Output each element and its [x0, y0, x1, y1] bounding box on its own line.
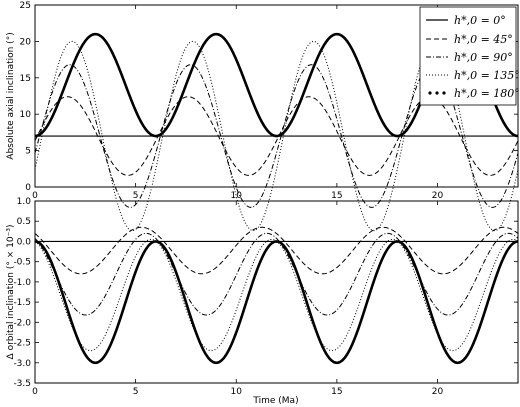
top-series-line-2 — [34, 64, 519, 208]
bottom-x-tick-label: 10 — [231, 387, 243, 397]
top-ticks: 0 5 10 15 20 0 5 10 15 20 25 — [20, 1, 518, 201]
legend: h*,0 = 0° h*,0 = 45° h*,0 = 90° h*,0 = 1… — [419, 6, 520, 106]
bottom-x-tick-label: 20 — [432, 387, 444, 397]
bottom-y-tick-label: -0.5 — [13, 258, 31, 268]
legend-swatch-4a — [428, 91, 432, 95]
bottom-y-tick-label: 1.0 — [17, 197, 32, 207]
legend-swatch-4c — [442, 91, 446, 95]
bottom-plot-frame — [34, 200, 519, 384]
top-plot-frame — [34, 4, 519, 188]
top-x-tick-label: 0 — [32, 191, 38, 201]
top-y-tick-label: 0 — [25, 183, 31, 193]
top-x-tick-label: 15 — [331, 191, 342, 201]
bottom-y-tick-label: -3.5 — [13, 379, 31, 389]
legend-entry-2: h*,0 = 90° — [454, 51, 513, 64]
bottom-panel: 0 5 10 15 20 1.0 0.5 0.0 -0.5 -1.0 -1.5 -2.0 -2.5 -3.… — [6, 197, 519, 406]
legend-entry-1: h*,0 = 45° — [454, 33, 513, 46]
bottom-y-tick-label: -3.0 — [13, 359, 31, 369]
bottom-x-tick-label: 5 — [133, 387, 139, 397]
bottom-series-line-1 — [34, 226, 519, 275]
legend-swatch-4b — [435, 91, 439, 95]
bottom-x-tick-label: 15 — [331, 387, 342, 397]
bottom-y-tick-label: -1.0 — [13, 278, 31, 288]
bottom-y-tick-label: -2.5 — [13, 339, 31, 349]
top-panel: 0 5 10 15 20 0 5 10 15 20 25 Absolute axial inclin… — [6, 1, 520, 232]
bottom-x-tick-label: 0 — [32, 387, 38, 397]
top-x-tick-label: 5 — [133, 191, 139, 201]
bottom-series-line-3 — [34, 238, 519, 352]
top-y-tick-label: 10 — [20, 110, 32, 120]
top-y-tick-label: 20 — [20, 37, 32, 47]
bottom-y-tick-label: 0.0 — [17, 237, 32, 247]
top-y-tick-label: 15 — [20, 74, 31, 84]
legend-entry-0: h*,0 = 0° — [454, 14, 506, 27]
bottom-ticks: 0 5 10 15 20 1.0 0.5 0.0 -0.5 -1.0 -1.5 -2.0 -2.5 -3.… — [13, 197, 518, 397]
legend-box — [419, 6, 517, 106]
bottom-y-axis-label: Δ orbital inclination (° × 10⁻³) — [6, 225, 16, 360]
top-x-tick-label: 10 — [231, 191, 243, 201]
bottom-y-tick-label: 0.5 — [17, 217, 31, 227]
top-y-axis-label: Absolute axial inclination (°) — [6, 32, 16, 159]
legend-entry-3: h*,0 = 135° — [454, 69, 520, 82]
bottom-y-tick-label: -2.0 — [13, 318, 31, 328]
bottom-series-line-4 — [34, 240, 519, 365]
top-y-tick-label: 5 — [25, 147, 31, 157]
x-axis-label: Time (Ma) — [252, 396, 298, 406]
top-x-tick-label: 20 — [432, 191, 444, 201]
legend-entry-4: h*,0 = 180° — [454, 87, 520, 100]
bottom-series-line-2 — [34, 232, 519, 316]
top-y-tick-label: 25 — [20, 1, 31, 11]
bottom-series-group — [34, 226, 519, 365]
bottom-y-tick-label: -1.5 — [13, 298, 31, 308]
